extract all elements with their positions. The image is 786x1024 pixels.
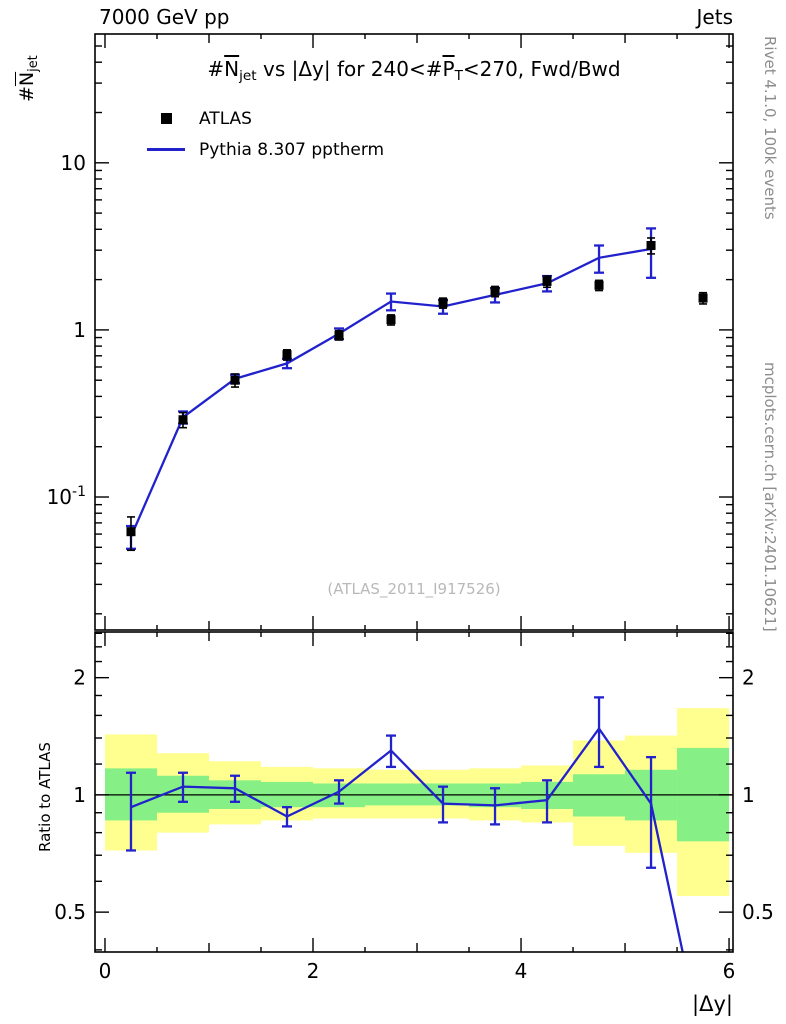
beam-energy-label: 7000 GeV pp [99, 5, 230, 29]
analysis-id-watermark: (ATLAS_2011_I917526) [327, 580, 501, 598]
svg-text:6: 6 [723, 959, 736, 983]
svg-text:0: 0 [99, 959, 112, 983]
svg-text:10: 10 [61, 151, 86, 175]
svg-text:1: 1 [73, 318, 86, 342]
pythia-line-icon [147, 148, 185, 151]
svg-text:2: 2 [307, 959, 320, 983]
analysis-group-label: Jets [696, 5, 733, 29]
svg-text:1: 1 [73, 783, 86, 807]
ratio-axis-title: Ratio to ATLAS [36, 742, 54, 852]
svg-text:2: 2 [742, 666, 755, 690]
svg-text:2: 2 [73, 666, 86, 690]
svg-text:1: 1 [742, 783, 755, 807]
x-axis-title: |Δy| [692, 992, 733, 1016]
legend-item-atlas: ATLAS [147, 103, 384, 134]
rivet-version-note: Rivet 4.1.0, 100k events [761, 36, 779, 220]
svg-text:10-1: 10-1 [47, 484, 86, 509]
legend-item-pythia: Pythia 8.307 pptherm [147, 134, 384, 165]
legend-label-pythia: Pythia 8.307 pptherm [199, 139, 385, 160]
atlas-marker-icon [160, 113, 172, 124]
svg-text:0.5: 0.5 [54, 900, 86, 924]
atlas-swatch-box [147, 113, 185, 124]
legend: ATLAS Pythia 8.307 pptherm [147, 103, 384, 165]
plot-title: #Njet vs |Δy| for 240<#PT<270, Fwd/Bwd [207, 57, 621, 85]
pythia-swatch-box [147, 148, 185, 151]
svg-text:0.5: 0.5 [742, 900, 774, 924]
y-axis-title: #Njet [16, 55, 41, 102]
legend-label-atlas: ATLAS [199, 108, 252, 129]
svg-text:4: 4 [515, 959, 528, 983]
mcplots-arxiv-note: mcplots.cern.ch [arXiv:2401.10621] [761, 362, 779, 632]
